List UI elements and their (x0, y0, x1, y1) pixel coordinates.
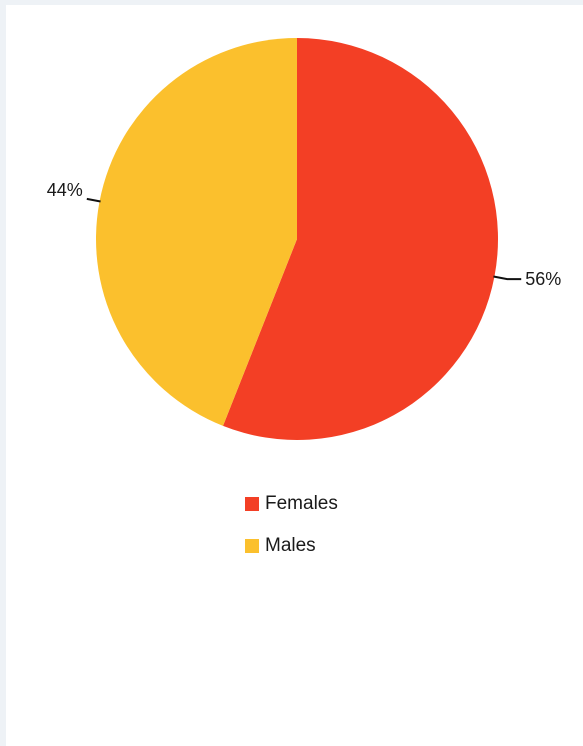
pie-slice-males[interactable] (95, 38, 298, 426)
chart-legend: Females Males (245, 492, 338, 576)
leader-line-females (493, 275, 522, 281)
data-label-females: 56% (525, 269, 561, 289)
legend-swatch-males (245, 539, 259, 553)
legend-label-males: Males (265, 535, 316, 556)
legend-item-males[interactable]: Males (245, 534, 338, 558)
legend-label-females: Females (265, 493, 338, 514)
data-label-males: 44% (47, 180, 83, 200)
leader-line-males (86, 197, 101, 203)
legend-item-females[interactable]: Females (245, 492, 338, 516)
pie-slice-females[interactable] (223, 38, 498, 440)
legend-swatch-females (245, 497, 259, 511)
